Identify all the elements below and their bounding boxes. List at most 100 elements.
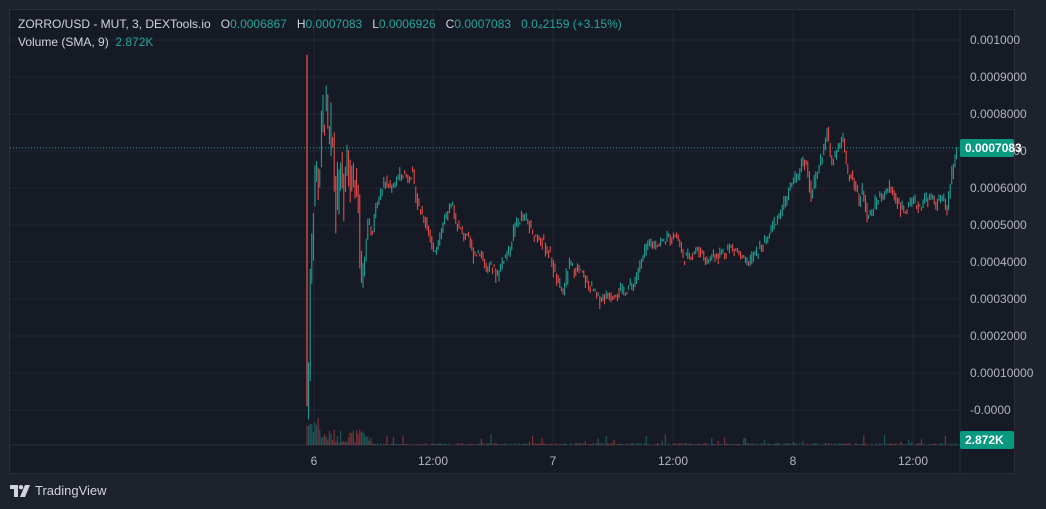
volume-bar bbox=[778, 443, 780, 445]
chart-frame[interactable]: ZORRO/USD - MUT, 3, DEXTools.io O0.00068… bbox=[9, 9, 1033, 474]
volume-bar bbox=[324, 433, 326, 445]
volume-bar bbox=[492, 444, 494, 445]
volume-bar bbox=[439, 443, 441, 445]
volume-bar bbox=[840, 443, 842, 445]
volume-bar bbox=[748, 443, 750, 445]
volume-bar bbox=[956, 443, 958, 445]
volume-bar bbox=[490, 434, 492, 445]
volume-bar bbox=[620, 443, 622, 445]
volume-bar bbox=[319, 429, 321, 445]
volume-label[interactable]: Volume (SMA, 9) bbox=[18, 35, 109, 49]
volume-bar bbox=[860, 444, 862, 445]
volume-bar bbox=[341, 441, 343, 445]
volume-bar bbox=[911, 441, 913, 445]
volume-bar bbox=[909, 443, 911, 445]
volume-bar bbox=[456, 443, 458, 445]
volume-bar bbox=[684, 443, 686, 445]
volume-bar bbox=[570, 443, 572, 445]
volume-bar bbox=[887, 443, 889, 445]
volume-bar bbox=[399, 444, 401, 445]
volume-bar bbox=[951, 443, 953, 445]
volume-bar bbox=[320, 437, 322, 445]
volume-bar bbox=[708, 444, 710, 445]
low-value: 0.0006926 bbox=[378, 17, 436, 31]
volume-bar bbox=[549, 444, 551, 445]
price-axis-label: -0.0000 bbox=[970, 403, 1011, 417]
volume-bar bbox=[400, 444, 402, 445]
volume-bar bbox=[338, 442, 340, 445]
volume-bar bbox=[725, 443, 727, 445]
volume-bar bbox=[781, 444, 783, 445]
volume-bar bbox=[445, 443, 447, 445]
volume-bar bbox=[901, 443, 903, 445]
volume-bar bbox=[690, 443, 692, 445]
tradingview-logo[interactable]: TradingView bbox=[10, 483, 107, 498]
volume-bar bbox=[920, 439, 922, 445]
time-axis-label: 12:00 bbox=[657, 454, 689, 468]
price-chart[interactable] bbox=[10, 10, 1014, 473]
volume-bar bbox=[343, 440, 345, 445]
brand-name: TradingView bbox=[35, 483, 107, 498]
volume-bar bbox=[420, 444, 422, 445]
price-axis-label: 0.0008000 bbox=[970, 107, 1027, 121]
volume-bar bbox=[930, 444, 932, 445]
volume-bar bbox=[954, 443, 956, 445]
volume-bar bbox=[735, 444, 737, 445]
volume-bar bbox=[888, 443, 890, 445]
volume-bar bbox=[394, 443, 396, 445]
volume-bar bbox=[658, 444, 660, 445]
volume-bar bbox=[661, 440, 663, 445]
volume-bar bbox=[792, 441, 794, 445]
volume-bar bbox=[607, 443, 609, 445]
volume-bar bbox=[524, 443, 526, 445]
volume-bar bbox=[482, 443, 484, 445]
volume-bar bbox=[848, 443, 850, 445]
volume-bar bbox=[460, 444, 462, 445]
volume-bar bbox=[360, 431, 362, 445]
volume-bar bbox=[352, 430, 354, 445]
time-axis-label: 8 bbox=[789, 454, 797, 468]
volume-bar bbox=[775, 443, 777, 445]
volume-bar bbox=[605, 435, 607, 445]
volume-bar bbox=[325, 436, 327, 445]
volume-bar bbox=[359, 429, 361, 445]
volume-bar bbox=[696, 444, 698, 445]
volume-bar bbox=[940, 443, 942, 445]
close-value: 0.0007083 bbox=[454, 17, 512, 31]
volume-bar bbox=[890, 443, 892, 445]
time-axis-label: 7 bbox=[549, 454, 557, 468]
volume-bar bbox=[333, 429, 335, 445]
volume-bar bbox=[514, 443, 516, 445]
volume-bar bbox=[421, 444, 423, 445]
volume-histogram bbox=[306, 417, 958, 445]
volume-bar bbox=[501, 444, 503, 445]
volume-bar bbox=[316, 425, 318, 445]
volume-bar bbox=[391, 443, 393, 445]
volume-bar bbox=[812, 444, 814, 445]
volume-bar bbox=[837, 443, 839, 445]
volume-bar bbox=[335, 441, 337, 445]
volume-bar bbox=[672, 443, 674, 445]
high-value: 0.0007083 bbox=[305, 17, 363, 31]
volume-bar bbox=[493, 443, 495, 445]
volume-bar bbox=[554, 443, 556, 445]
volume-bar bbox=[647, 444, 649, 445]
volume-bar bbox=[648, 444, 650, 445]
volume-bar bbox=[440, 443, 442, 445]
volume-bar bbox=[540, 443, 542, 445]
volume-bar bbox=[487, 443, 489, 445]
volume-bar bbox=[768, 443, 770, 445]
volume-bar bbox=[752, 443, 754, 445]
volume-bar bbox=[744, 437, 746, 445]
volume-bar bbox=[404, 444, 406, 445]
volume-bar bbox=[884, 435, 886, 445]
volume-bar bbox=[458, 443, 460, 445]
volume-bar bbox=[685, 443, 687, 445]
volume-bar bbox=[336, 436, 338, 445]
high-label: H bbox=[296, 17, 306, 31]
symbol-title[interactable]: ZORRO/USD - MUT, 3, DEXTools.io bbox=[18, 17, 211, 31]
grid-lines bbox=[10, 10, 960, 445]
volume-bar bbox=[704, 443, 706, 445]
volume-bar bbox=[551, 443, 553, 445]
volume-bar bbox=[346, 441, 348, 445]
